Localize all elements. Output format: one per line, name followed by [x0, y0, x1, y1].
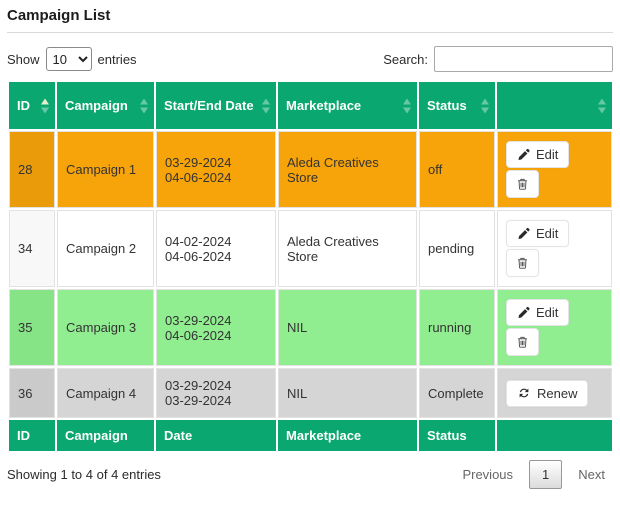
cell-actions: Edit — [497, 210, 612, 287]
footer-status: Status — [419, 420, 495, 451]
cell-dates: 03-29-2024 04-06-2024 — [156, 131, 276, 208]
trash-icon — [518, 257, 527, 269]
table-row: 36 Campaign 4 03-29-2024 03-29-2024 NIL … — [9, 368, 612, 418]
pencil-icon — [518, 306, 530, 319]
cell-marketplace: NIL — [278, 368, 417, 418]
delete-button[interactable] — [506, 249, 539, 277]
cell-marketplace: NIL — [278, 289, 417, 366]
entries-label: entries — [97, 51, 137, 67]
cell-status: pending — [419, 210, 495, 287]
footer-id: ID — [9, 420, 55, 451]
delete-button[interactable] — [506, 328, 539, 356]
sort-arrows-icon — [41, 98, 49, 113]
cell-actions: Edit — [497, 289, 612, 366]
edit-button[interactable]: Edit — [506, 141, 570, 168]
edit-button[interactable]: Edit — [506, 220, 570, 247]
table-body: 28 Campaign 1 03-29-2024 04-06-2024 Aled… — [9, 131, 612, 418]
campaign-list-page: Campaign List Show 10 entries Search: ID — [7, 7, 614, 489]
delete-button[interactable] — [506, 170, 539, 198]
campaign-table: ID Campaign Start/End Date Marketplace S… — [7, 80, 614, 453]
cell-dates: 03-29-2024 03-29-2024 — [156, 368, 276, 418]
cell-campaign: Campaign 4 — [57, 368, 154, 418]
sort-arrows-icon — [598, 98, 606, 113]
pencil-icon — [518, 227, 530, 240]
header-start-end-date[interactable]: Start/End Date — [156, 82, 276, 129]
cell-campaign: Campaign 2 — [57, 210, 154, 287]
cell-id: 28 — [9, 131, 55, 208]
footer-actions — [497, 420, 612, 451]
table-footer: ID Campaign Date Marketplace Status — [9, 420, 612, 451]
current-page-button[interactable]: 1 — [529, 460, 563, 489]
table-row: 28 Campaign 1 03-29-2024 04-06-2024 Aled… — [9, 131, 612, 208]
search-control: Search: — [383, 46, 613, 72]
cell-campaign: Campaign 3 — [57, 289, 154, 366]
search-input[interactable] — [434, 46, 613, 72]
header-marketplace[interactable]: Marketplace — [278, 82, 417, 129]
search-label: Search: — [383, 51, 428, 67]
cell-marketplace: Aleda Creatives Store — [278, 210, 417, 287]
edit-button[interactable]: Edit — [506, 299, 570, 326]
sort-arrows-icon — [403, 98, 411, 113]
table-controls: Show 10 entries Search: — [7, 46, 613, 72]
cell-dates: 03-29-2024 04-06-2024 — [156, 289, 276, 366]
page-title: Campaign List — [7, 7, 111, 24]
cell-status: running — [419, 289, 495, 366]
cell-status: off — [419, 131, 495, 208]
title-divider — [7, 32, 613, 33]
pencil-icon — [518, 148, 530, 161]
footer-date: Date — [156, 420, 276, 451]
table-info-bar: Showing 1 to 4 of 4 entries Previous 1 N… — [7, 460, 613, 489]
refresh-icon — [519, 388, 529, 398]
pagination: Previous 1 Next — [454, 460, 613, 489]
header-actions[interactable] — [497, 82, 612, 129]
table-row: 34 Campaign 2 04-02-2024 04-06-2024 Aled… — [9, 210, 612, 287]
sort-arrows-icon — [262, 98, 270, 113]
previous-page-button[interactable]: Previous — [462, 467, 514, 482]
cell-actions: Edit — [497, 131, 612, 208]
cell-actions: Renew — [497, 368, 612, 418]
footer-campaign: Campaign — [57, 420, 154, 451]
table-row: 35 Campaign 3 03-29-2024 04-06-2024 NIL … — [9, 289, 612, 366]
trash-icon — [518, 178, 527, 190]
header-id[interactable]: ID — [9, 82, 55, 129]
cell-status: Complete — [419, 368, 495, 418]
cell-id: 36 — [9, 368, 55, 418]
entries-per-page-select[interactable]: 10 — [45, 47, 92, 71]
entries-length-control: Show 10 entries — [7, 47, 137, 71]
cell-marketplace: Aleda Creatives Store — [278, 131, 417, 208]
cell-id: 35 — [9, 289, 55, 366]
sort-arrows-icon — [481, 98, 489, 113]
footer-marketplace: Marketplace — [278, 420, 417, 451]
cell-campaign: Campaign 1 — [57, 131, 154, 208]
show-label: Show — [7, 51, 40, 67]
next-page-button[interactable]: Next — [578, 467, 605, 482]
cell-id: 34 — [9, 210, 55, 287]
sort-arrows-icon — [140, 98, 148, 113]
renew-button[interactable]: Renew — [506, 379, 589, 407]
header-status[interactable]: Status — [419, 82, 495, 129]
header-campaign[interactable]: Campaign — [57, 82, 154, 129]
table-header: ID Campaign Start/End Date Marketplace S… — [9, 82, 612, 129]
trash-icon — [518, 336, 527, 348]
showing-entries-info: Showing 1 to 4 of 4 entries — [7, 467, 161, 482]
cell-dates: 04-02-2024 04-06-2024 — [156, 210, 276, 287]
